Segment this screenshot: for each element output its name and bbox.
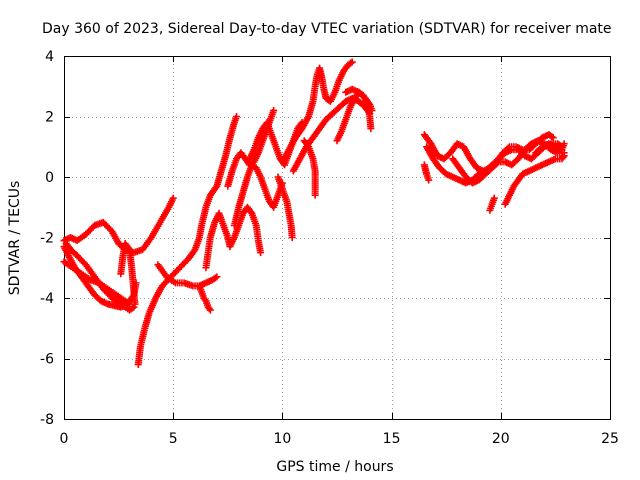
series-track-9 [202,203,265,272]
series-track-15 [289,94,374,175]
data-point [490,194,498,202]
grid-lines [64,56,610,419]
data-point [367,125,375,133]
y-tick-label: 0 [45,170,54,186]
data-point [288,234,296,241]
data-point [211,274,219,282]
data-point [348,58,356,66]
data-point [131,300,139,308]
chart-title: Day 360 of 2023, Sidereal Day-to-day VTE… [42,21,612,37]
series-track-18 [342,85,376,114]
data-point [347,59,355,67]
x-tick-label: 0 [60,431,69,447]
x-tick-labels: 0 5 10 15 20 25 [60,431,619,447]
data-point [124,244,132,252]
series-track-25 [532,140,568,157]
x-tick-label: 20 [492,431,510,447]
data-point [560,140,568,148]
data-point [560,152,568,160]
y-axis-label: SDTVAR / TECUs [7,181,23,296]
series-track-8 [195,282,214,314]
data-point [270,106,278,114]
data-point [124,299,132,307]
y-tick-label: -6 [40,352,54,368]
series-track-6 [134,113,241,369]
data-point [425,176,433,184]
y-tick-label: 2 [45,110,54,126]
data-point [549,134,557,142]
series-track-16 [300,137,319,199]
data-point [311,191,319,199]
y-tick-label: -2 [40,231,54,247]
data-point [548,133,556,141]
data-point [368,106,376,114]
series-track-11 [230,161,286,229]
y-tick-labels: -8 -6 -4 -2 0 2 4 [40,49,54,428]
series-track-23 [486,194,498,214]
series-track-24 [501,152,568,208]
series-track-5 [117,240,139,308]
data-point [559,153,567,161]
data-point [206,306,214,314]
data-point [128,304,136,312]
data-point [304,141,312,149]
y-tick-label: 4 [45,49,54,65]
x-tick-label: 15 [383,431,401,447]
series-track-17 [333,88,375,145]
x-tick-label: 10 [273,431,291,447]
data-point [201,296,209,304]
series-track-14 [278,58,356,166]
series-track-21 [420,161,433,184]
series-track-13 [274,173,296,241]
series-track-1 [60,194,177,257]
data-point [257,249,265,257]
data-point [247,208,255,216]
data-point [205,305,213,313]
x-tick-label: 5 [169,431,178,447]
data-point [365,99,373,107]
y-tick-label: -4 [40,291,54,307]
series-track-4 [62,240,138,314]
data-point [233,113,241,120]
y-tick-label: -8 [40,412,54,428]
x-axis-label: GPS time / hours [276,459,393,475]
data-point [190,247,198,255]
data-points [60,58,568,369]
data-point [213,273,221,281]
x-tick-label: 25 [601,431,619,447]
data-point [493,159,501,167]
data-point [169,194,177,202]
